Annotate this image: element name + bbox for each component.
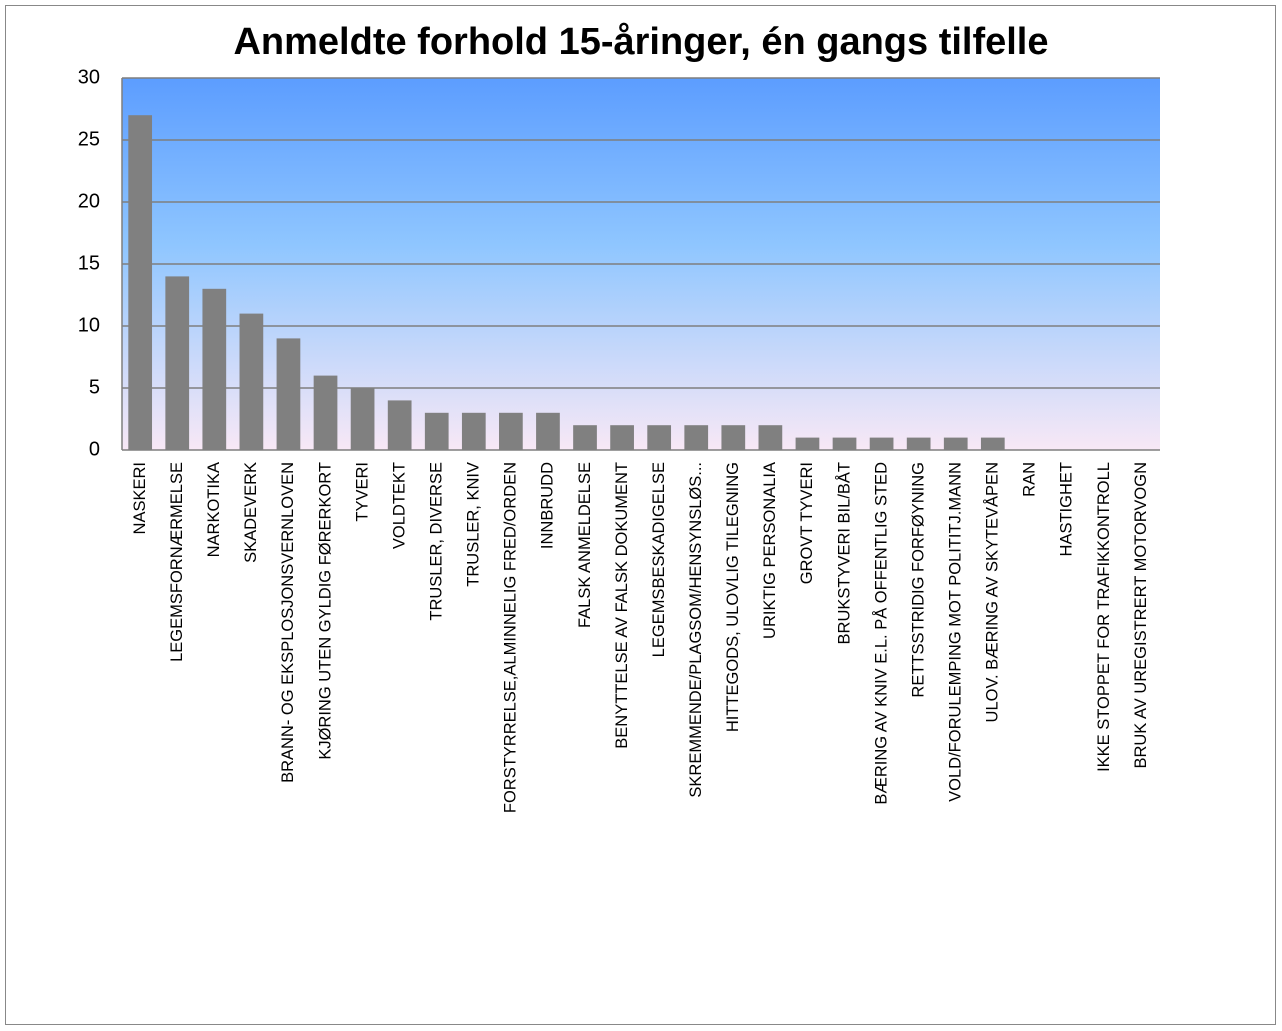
bar xyxy=(758,425,783,450)
bar xyxy=(684,425,709,450)
bar xyxy=(276,338,301,450)
x-tick-label: URIKTIG PERSONALIA xyxy=(761,462,779,639)
x-tick-label: SKREMMENDE/PLAGSOM/HENSYNSLØS... xyxy=(687,462,705,798)
y-tick-label: 25 xyxy=(78,128,100,150)
bar xyxy=(202,288,227,450)
y-tick-label: 15 xyxy=(78,252,100,274)
bar xyxy=(610,425,634,450)
bar xyxy=(869,437,894,450)
chart-title: Anmeldte forhold 15-åringer, én gangs ti… xyxy=(233,21,1048,63)
bar xyxy=(573,425,597,450)
x-tick-label: BENYTTELSE AV FALSK DOKUMENT xyxy=(613,462,631,749)
x-tick-label: ULOV. BÆRING AV SKYTEVÅPEN xyxy=(983,462,1002,722)
x-tick-label: BRUK AV UREGISTRERT MOTORVOGN xyxy=(1132,462,1150,769)
x-tick-label: BRUKSTYVERI BIL/BÅT xyxy=(834,462,853,644)
x-tick-label: VOLDTEKT xyxy=(390,462,408,549)
bar xyxy=(647,425,672,450)
x-tick-label: BÆRING AV KNIV E.L. PÅ OFFENTLIG STED xyxy=(871,462,890,805)
x-tick-label: NASKERI xyxy=(131,462,149,534)
y-tick-label: 20 xyxy=(78,190,100,212)
x-tick-label: INNBRUDD xyxy=(539,462,557,549)
bar xyxy=(313,375,338,450)
bar xyxy=(906,437,931,450)
x-tick-label: RAN xyxy=(1021,462,1039,497)
bar xyxy=(943,437,968,450)
x-tick-label: SKADEVERK xyxy=(242,462,260,563)
x-tick-label: HASTIGHET xyxy=(1058,462,1076,556)
bar xyxy=(424,412,449,450)
x-tick-label: TRUSLER, KNIV xyxy=(465,462,483,587)
bar xyxy=(350,388,375,450)
x-tick-label: GROVT TYVERI xyxy=(798,462,816,584)
y-tick-label: 30 xyxy=(78,66,100,88)
x-tick-label: BRANN- OG EKSPLOSJONSVERNLOVEN xyxy=(279,462,297,783)
x-tick-label: RETTSSTRIDIG FORFØYNING xyxy=(909,462,927,698)
y-tick-label: 0 xyxy=(89,438,100,460)
x-tick-label: IKKE STOPPET FOR TRAFIKKONTROLL xyxy=(1095,462,1113,772)
x-tick-label: LEGEMSBESKADIGELSE xyxy=(650,462,668,657)
x-tick-label: KJØRING UTEN GYLDIG FØRERKORT xyxy=(316,462,334,760)
x-tick-label: TYVERI xyxy=(353,462,371,522)
x-tick-label: VOLD/FORULEMPING MOT POLITITJ.MANN xyxy=(946,462,964,802)
bar xyxy=(832,437,857,450)
bar xyxy=(980,437,1005,450)
bar xyxy=(795,437,820,450)
x-tick-label: FORSTYRRELSE,ALMINNELIG FRED/ORDEN xyxy=(502,462,520,813)
x-tick-label: LEGEMSFORNÆRMELSE xyxy=(168,462,186,662)
bar xyxy=(721,425,746,450)
y-tick-label: 10 xyxy=(78,314,100,336)
x-tick-label: HITTEGODS, ULOVLIG TILEGNING xyxy=(724,462,742,732)
bar xyxy=(461,412,486,450)
bar xyxy=(499,412,523,450)
bar xyxy=(239,313,264,450)
x-tick-label: FALSK ANMELDELSE xyxy=(576,462,594,628)
bar xyxy=(165,276,190,450)
bar xyxy=(536,412,560,450)
bar xyxy=(128,115,153,450)
bar xyxy=(387,400,412,450)
y-tick-label: 5 xyxy=(89,376,100,398)
x-tick-label: NARKOTIKA xyxy=(205,462,223,557)
x-tick-label: TRUSLER, DIVERSE xyxy=(427,462,445,621)
